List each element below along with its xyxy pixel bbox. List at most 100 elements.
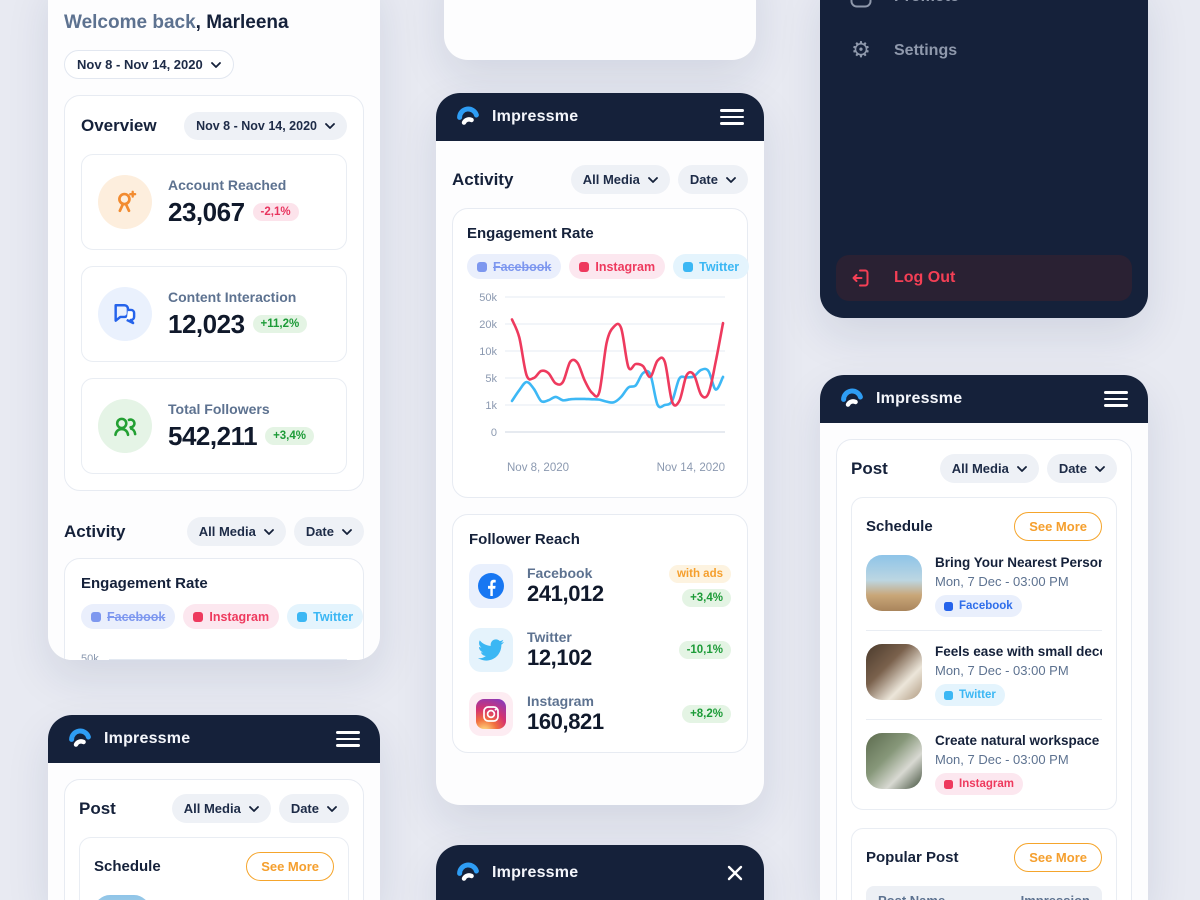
svg-text:0: 0: [491, 427, 497, 439]
app-title: Impressme: [492, 863, 579, 881]
see-more-button[interactable]: See More: [1014, 512, 1102, 541]
legend-twitter[interactable]: Twitter: [673, 254, 750, 279]
stat-label: Content Interaction: [168, 288, 297, 305]
facebook-swatch: [91, 611, 101, 622]
column-impression: Impression: [1020, 892, 1090, 900]
schedule-card: Schedule See More Bring Your Nearest Per…: [851, 497, 1117, 810]
follower-reach-title: Follower Reach: [469, 531, 580, 548]
stat-label: Account Reached: [168, 176, 287, 193]
date-range-label: Nov 8 - Nov 14, 2020: [77, 57, 203, 72]
phone-dashboard-overview: Welcome back, Marleena Nov 8 - Nov 14, 2…: [48, 0, 380, 660]
menu-item-promote[interactable]: Promote: [848, 0, 959, 10]
legend-instagram[interactable]: Instagram: [183, 604, 280, 629]
phone-post-schedule-left: Impressme Post All Media Date: [48, 715, 380, 900]
platform-label: Facebook: [959, 600, 1013, 612]
chart-title: Engagement Rate: [467, 225, 594, 242]
post-media-filter[interactable]: All Media: [939, 454, 1039, 483]
legend-label: Twitter: [313, 609, 354, 624]
activity-date-filter[interactable]: Date: [293, 517, 364, 546]
post-title: Post: [851, 458, 888, 478]
post-thumbnail: [866, 555, 922, 611]
chat-bubbles-icon: [114, 304, 136, 325]
post-date-filter[interactable]: Date: [278, 794, 349, 823]
schedule-item[interactable]: Create natural workspace Mon, 7 Dec - 03…: [866, 733, 1102, 795]
menu-hamburger-icon[interactable]: [1104, 391, 1128, 407]
platform-pill-facebook: Facebook: [935, 595, 1022, 617]
instagram-swatch: [579, 261, 590, 272]
gridline: [108, 658, 347, 660]
see-more-button[interactable]: See More: [1014, 843, 1102, 872]
twitter-icon: [478, 639, 504, 661]
svg-text:20k: 20k: [479, 319, 497, 331]
post-card: Post All Media Date Schedule See More: [64, 779, 364, 900]
overview-card: Overview Nov 8 - Nov 14, 2020 Account Re…: [64, 95, 364, 491]
scheduled-post-title: Bring Your Nearest Person to...: [935, 555, 1102, 570]
svg-text:Nov 14, 2020: Nov 14, 2020: [657, 462, 725, 474]
stat-label: Total Followers: [168, 400, 270, 417]
instagram-swatch: [193, 611, 204, 622]
overview-date-range-dropdown[interactable]: Nov 8 - Nov 14, 2020: [184, 112, 347, 140]
scheduled-post-title: Create natural workspace: [935, 733, 1100, 748]
schedule-item[interactable]: Bring Your Nearest Person to... Mon, 7 D…: [866, 555, 1102, 617]
schedule-item[interactable]: Feels ease with small decora... Mon, 7 D…: [866, 644, 1102, 706]
legend-label: Instagram: [209, 609, 270, 624]
post-date-filter[interactable]: Date: [1046, 454, 1117, 483]
legend-instagram[interactable]: Instagram: [569, 254, 666, 279]
popular-table-header: Post Name Impression: [866, 886, 1102, 900]
impressme-logo-icon: [457, 106, 479, 125]
global-date-range-dropdown[interactable]: Nov 8 - Nov 14, 2020: [64, 50, 234, 79]
column-post-name: Post Name: [878, 892, 946, 900]
scheduled-post-datetime: Mon, 7 Dec - 03:00 PM: [935, 574, 1069, 589]
legend-facebook[interactable]: Facebook: [467, 254, 562, 279]
media-filter-label: All Media: [183, 801, 241, 816]
logout-button[interactable]: Log Out: [836, 255, 1132, 301]
platform-value: 241,012: [527, 581, 604, 606]
menu-hamburger-icon[interactable]: [720, 109, 744, 125]
platform-value: 12,102: [527, 645, 592, 670]
divider: [866, 719, 1102, 720]
logout-icon: [852, 269, 869, 287]
stat-delta-badge: +3,4%: [265, 427, 314, 445]
instagram-icon: [483, 706, 499, 722]
stat-account-reached: Account Reached 23,067 -2,1%: [81, 154, 347, 250]
facebook-swatch: [477, 261, 487, 272]
stat-value: 23,067: [168, 196, 245, 227]
instagram-swatch: [944, 779, 953, 789]
see-more-button[interactable]: See More: [246, 852, 334, 881]
chevron-down-icon: [1016, 465, 1027, 472]
legend-twitter[interactable]: Twitter: [287, 604, 364, 629]
stat-value: 542,211: [168, 420, 258, 451]
greeting-name: , Marleena: [195, 12, 289, 33]
impressme-logo-icon: [457, 862, 479, 881]
activity-date-filter[interactable]: Date: [677, 165, 748, 194]
activity-title: Activity: [452, 169, 514, 189]
phone-menu-open: Impressme: [436, 845, 764, 900]
post-media-filter[interactable]: All Media: [171, 794, 271, 823]
media-filter-label: All Media: [198, 524, 256, 539]
post-thumbnail: [94, 895, 150, 900]
schedule-card: Schedule See More: [79, 837, 349, 900]
date-filter-label: Date: [290, 801, 319, 816]
app-title: Impressme: [876, 390, 963, 407]
platform-value: 160,821: [527, 709, 604, 734]
media-filter-label: All Media: [582, 172, 640, 187]
stat-content-interaction: Content Interaction 12,023 +11,2%: [81, 266, 347, 362]
greeting: Welcome back, Marleena: [64, 12, 364, 34]
post-thumbnail: [866, 733, 922, 789]
follower-row-twitter: Twitter 12,102 -10,1%: [469, 628, 731, 672]
activity-media-filter[interactable]: All Media: [186, 517, 286, 546]
platform-pill-instagram: Instagram: [935, 773, 1023, 795]
legend-facebook[interactable]: Facebook: [81, 604, 176, 629]
svg-text:Nov 8, 2020: Nov 8, 2020: [507, 462, 569, 474]
close-icon[interactable]: [726, 864, 744, 882]
platform-label: Twitter: [959, 689, 996, 701]
stat-value: 12,023: [168, 308, 245, 339]
menu-item-settings[interactable]: ⚙ Settings: [848, 38, 957, 64]
legend-label: Twitter: [699, 259, 740, 274]
menu-hamburger-icon[interactable]: [336, 731, 360, 747]
post-title: Post: [79, 798, 116, 818]
promote-icon: [850, 0, 872, 8]
platform-pill-twitter: Twitter: [935, 684, 1005, 706]
activity-media-filter[interactable]: All Media: [570, 165, 670, 194]
